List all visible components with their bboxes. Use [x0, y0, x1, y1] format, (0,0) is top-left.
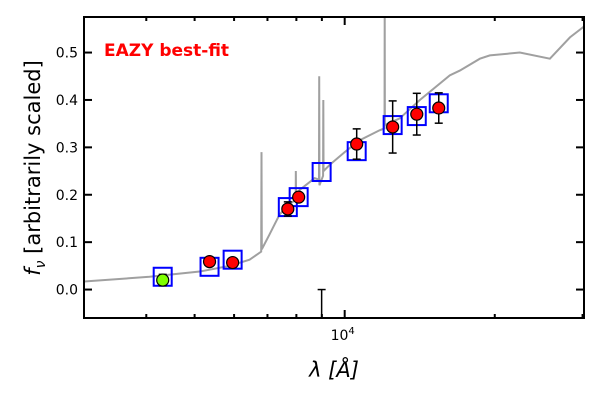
observed-flux-point: [281, 202, 295, 216]
y-label-rest: [arbitrarily scaled]: [21, 60, 45, 260]
y-label-f: f: [21, 265, 45, 276]
observed-flux-point: [156, 273, 170, 287]
x-axis-label: λ [Å]: [308, 356, 359, 382]
x-tick-label: 104: [331, 326, 355, 344]
y-tick-label: 0.1: [56, 235, 78, 251]
model-flux-square: [288, 187, 309, 208]
observed-flux-point: [202, 254, 217, 269]
observed-flux-point: [432, 101, 446, 115]
observed-flux-point: [350, 137, 364, 151]
model-flux-square: [311, 162, 332, 183]
y-tick-label: 0.5: [56, 46, 78, 62]
y-axis-label: fν [arbitrarily scaled]: [21, 60, 49, 276]
observed-flux-point: [226, 255, 240, 270]
y-tick-label: 0.0: [56, 283, 78, 299]
observed-flux-point: [410, 107, 424, 121]
observed-flux-point: [292, 190, 306, 204]
y-label-nu: ν: [33, 260, 49, 268]
observed-flux-point: [386, 120, 400, 134]
y-tick-label: 0.2: [56, 188, 78, 204]
plot-area: [84, 17, 584, 318]
plot-frame: [83, 16, 585, 319]
y-tick-label: 0.3: [56, 140, 78, 156]
y-tick-label: 0.4: [56, 93, 78, 109]
chart-title: EAZY best-fit: [104, 41, 229, 61]
